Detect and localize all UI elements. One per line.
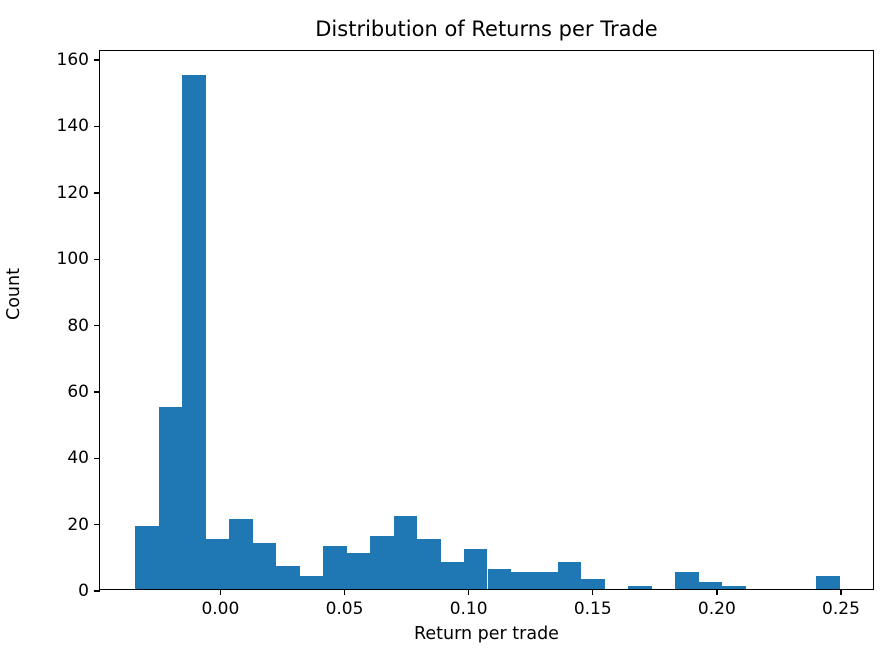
histogram-bar: [346, 552, 371, 589]
plot-area: 0.00 0.05 0.10 0.15 0.20 0.25 0 20 40 60 80 100 120 1…: [57, 50, 874, 619]
histogram-bar: [323, 545, 347, 589]
histogram-bar: [229, 519, 253, 589]
histogram-bar: [417, 539, 441, 589]
y-axis-tick: [94, 125, 100, 128]
x-axis-tick-label: 0.25: [822, 599, 860, 619]
histogram-bar: [510, 572, 535, 589]
x-axis-tick: [343, 589, 346, 595]
y-axis-tick: [94, 391, 100, 393]
histogram-bar: [299, 575, 324, 589]
x-axis-tick-label: 0.20: [697, 599, 736, 619]
x-axis-tick: [219, 589, 222, 595]
y-axis-tick-label: 60: [67, 381, 89, 402]
histogram-bar: [276, 565, 300, 589]
x-axis-tick-label: 0.05: [325, 599, 364, 619]
y-axis-tick: [94, 590, 100, 592]
chart-title: Distribution of Returns per Trade: [315, 17, 658, 41]
y-axis-tick: [94, 457, 100, 459]
y-axis-tick-label: 100: [56, 249, 89, 270]
y-axis-tick: [94, 258, 100, 260]
histogram-bar: [628, 585, 652, 589]
y-axis-tick: [94, 59, 100, 61]
x-axis-tick: [467, 589, 470, 595]
histogram-bar: [205, 539, 230, 589]
histogram-bar: [393, 516, 418, 589]
x-axis-tick-label: 0.10: [449, 599, 488, 619]
y-axis-tick-label: 0: [78, 581, 89, 601]
x-axis-tick: [840, 589, 842, 595]
histogram-bar: [534, 572, 558, 589]
histogram-bar: [816, 575, 840, 589]
histogram-bar: [698, 582, 723, 589]
y-axis-tick: [94, 523, 100, 526]
histogram-bar: [135, 525, 159, 589]
histogram-bar: [158, 406, 183, 589]
y-axis-tick-label: 120: [56, 182, 89, 203]
histogram-bar: [722, 585, 746, 589]
y-axis-tick-label: 80: [67, 315, 89, 336]
y-axis-label: Count: [4, 268, 24, 320]
x-axis-tick-label: 0.00: [201, 599, 240, 619]
x-axis-tick: [716, 589, 718, 595]
y-axis-tick-label: 20: [67, 514, 89, 535]
x-axis-tick: [592, 589, 594, 595]
histogram-bar: [252, 542, 277, 589]
histogram-bar: [370, 535, 394, 589]
histogram-bar: [182, 74, 206, 589]
y-axis-tick: [94, 192, 100, 194]
histogram-bar: [440, 562, 464, 589]
y-axis-tick: [94, 324, 100, 327]
histogram-bar: [675, 572, 699, 589]
y-axis-tick-label: 40: [67, 448, 89, 469]
y-axis-tick-label: 160: [56, 50, 89, 71]
x-axis-label: Return per trade: [414, 624, 559, 644]
histogram-bar: [557, 562, 582, 589]
histogram-bar: [581, 579, 605, 589]
histogram-bar: [464, 549, 488, 589]
x-axis-tick-label: 0.15: [573, 599, 612, 619]
y-axis-tick-label: 140: [56, 116, 89, 137]
histogram-bar: [487, 569, 511, 589]
